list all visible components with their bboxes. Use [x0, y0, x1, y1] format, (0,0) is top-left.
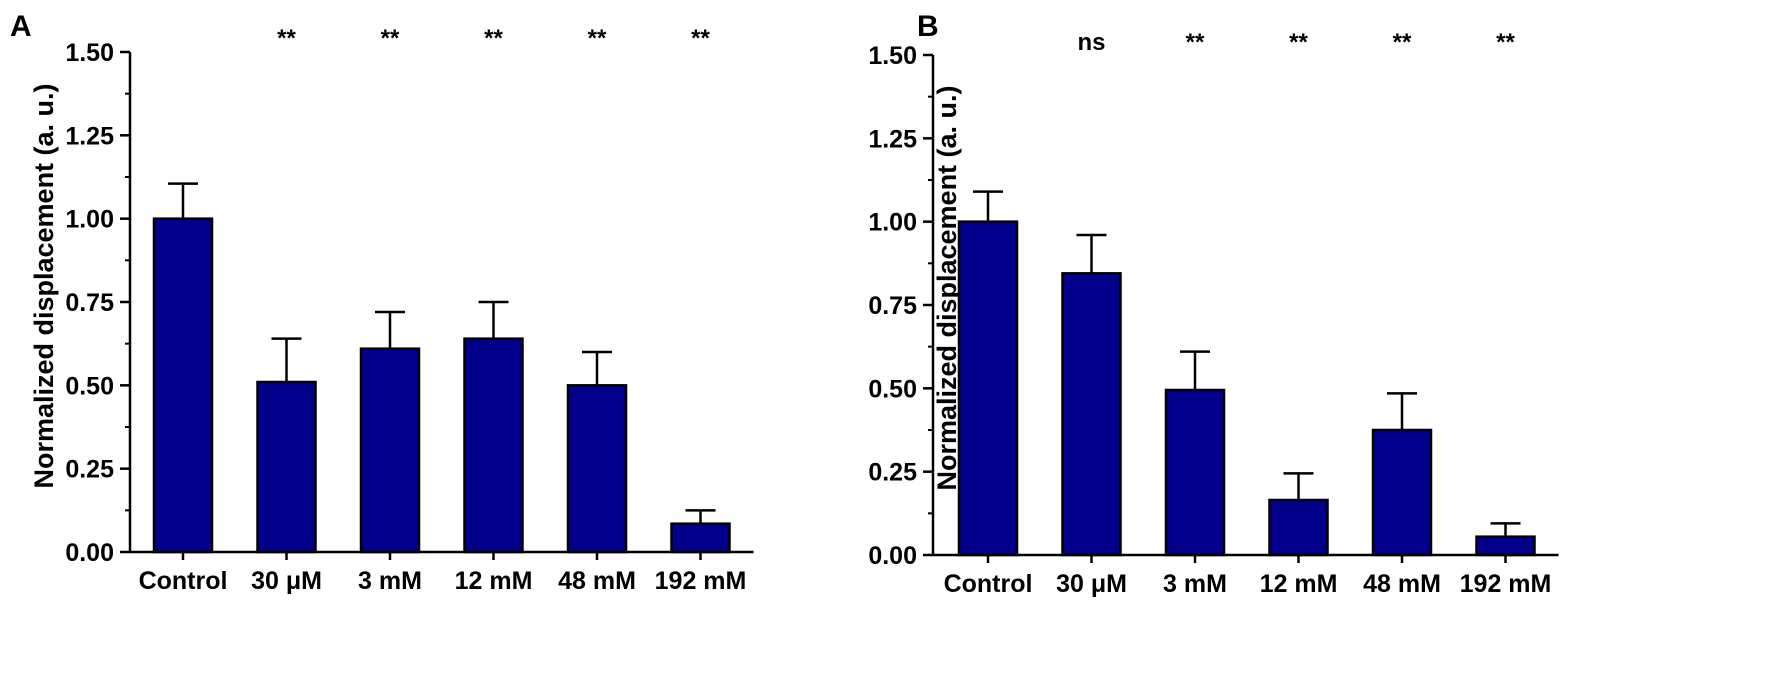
x-tick-label: 30 μM [1056, 570, 1127, 598]
panel-b: B Normalized displacement (a. u.) 0.00 0.… [868, 10, 1559, 598]
x-tick-label: 30 μM [251, 567, 322, 595]
y-tick-label: 1.25 [868, 125, 917, 153]
bar-control [152, 217, 214, 554]
y-tick-label: 0.00 [65, 539, 114, 567]
x-tick-label: Control [139, 567, 228, 595]
bar-30-m [256, 380, 317, 554]
significance-label: ns [1077, 29, 1105, 56]
x-tick-label: Control [944, 570, 1033, 598]
bar-12-mm [463, 337, 524, 554]
significance-label: ** [588, 25, 607, 52]
y-tick-label: 0.75 [868, 292, 917, 320]
significance-label: ** [1289, 29, 1308, 56]
bar-3-mm [359, 347, 421, 554]
bar-48-mm [1371, 428, 1433, 557]
y-tick-label: 0.50 [65, 372, 114, 400]
x-tick-label: 3 mM [1163, 570, 1227, 598]
x-tick-label: 192 mM [1460, 570, 1552, 598]
bar-control [957, 220, 1019, 557]
y-axis-title: Normalized displacement (a. u.) [29, 83, 59, 488]
y-tick-label: 0.25 [868, 459, 917, 487]
x-tick-label: 192 mM [655, 567, 747, 595]
significance-label: ** [1186, 29, 1205, 56]
bar-48-mm [566, 384, 628, 554]
significance-label: ** [691, 25, 710, 52]
bar-3-mm [1164, 388, 1226, 557]
x-tick-label: 48 mM [558, 567, 636, 595]
x-tick-label: 12 mM [1260, 570, 1338, 598]
significance-label: ** [484, 25, 503, 52]
significance-label: ** [1393, 29, 1412, 56]
panel-a: A Normalized displacement (a. u.) 0.00 0.… [10, 10, 754, 595]
y-axis-title: Normalized displacement (a. u.) [932, 85, 962, 490]
bar-30-m [1061, 272, 1122, 557]
y-tick-label: 1.25 [65, 122, 114, 150]
y-tick-label: 0.75 [65, 289, 114, 317]
x-tick-label: 3 mM [358, 567, 422, 595]
bar-12-mm [1268, 498, 1329, 557]
significance-label: ** [277, 25, 296, 52]
x-tick-label: 12 mM [455, 567, 533, 595]
y-tick-label: 1.50 [65, 39, 114, 67]
bar-192-mm [1475, 535, 1536, 557]
y-tick-label: 0.50 [868, 375, 917, 403]
y-tick-label: 0.25 [65, 456, 114, 484]
x-tick-label: 48 mM [1363, 570, 1441, 598]
panel-letter: B [917, 10, 939, 43]
y-tick-label: 0.00 [868, 542, 917, 570]
significance-label: ** [1496, 29, 1515, 56]
y-tick-label: 1.00 [868, 209, 917, 237]
y-tick-label: 1.00 [65, 206, 114, 234]
significance-label: ** [381, 25, 400, 52]
y-tick-label: 1.50 [868, 42, 917, 70]
bar-192-mm [670, 522, 731, 554]
panel-letter: A [10, 10, 32, 43]
